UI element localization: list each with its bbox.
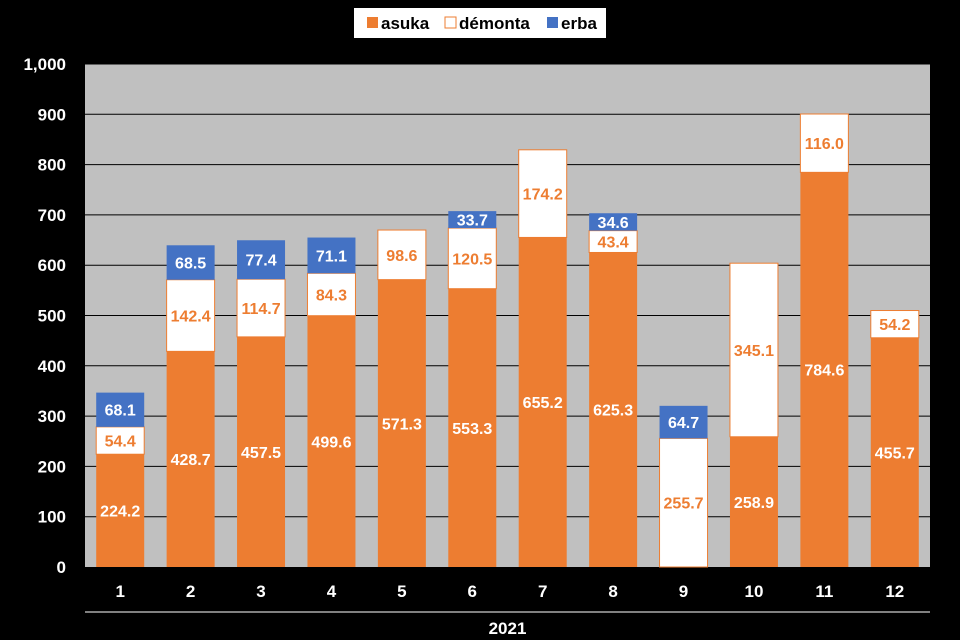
x-tick-label: 8 — [608, 582, 617, 601]
data-label: 120.5 — [452, 251, 492, 268]
bar-segment-démonta — [166, 279, 216, 352]
bar-segment-asuka — [307, 315, 356, 567]
y-tick-label: 400 — [38, 357, 66, 376]
bar-segment-asuka — [448, 288, 497, 567]
x-tick-label: 4 — [327, 582, 337, 601]
data-label: 345.1 — [734, 343, 774, 360]
data-label: 255.7 — [664, 496, 704, 513]
data-label: 625.3 — [593, 403, 633, 420]
data-label: 571.3 — [382, 416, 422, 433]
bar-segment-démonta — [518, 149, 568, 238]
bar-segment-erba — [448, 211, 497, 229]
bar-segment-démonta — [588, 230, 638, 253]
bar-segment-asuka — [377, 279, 426, 567]
x-tick-label: 9 — [679, 582, 688, 601]
x-tick-label: 11 — [815, 582, 833, 601]
y-tick-label: 200 — [38, 457, 66, 476]
y-tick-label: 500 — [38, 307, 66, 326]
data-label: 54.4 — [105, 434, 136, 451]
y-tick-label: 0 — [57, 558, 66, 577]
gridlines — [85, 63, 930, 518]
data-label: 499.6 — [311, 434, 351, 451]
bar-segment-erba — [307, 237, 356, 274]
data-label: 71.1 — [316, 248, 347, 265]
bar-segment-asuka — [237, 336, 286, 567]
bar-segment-démonta — [95, 426, 145, 455]
x-tick-label: 10 — [744, 582, 763, 601]
data-label: 33.7 — [457, 213, 488, 230]
legend-swatch-démonta — [444, 16, 457, 29]
y-tick-label: 600 — [38, 256, 66, 275]
data-label: 54.2 — [879, 317, 910, 334]
bar-segment-erba — [237, 240, 286, 280]
y-axis: 0 100 200 300 400 500 600 700 800 900 1,000 — [23, 55, 66, 577]
y-tick-label: 800 — [38, 156, 66, 175]
data-label: 457.5 — [241, 445, 281, 462]
data-label: 64.7 — [668, 415, 699, 432]
data-label: 68.1 — [105, 403, 136, 420]
data-label: 43.4 — [598, 235, 629, 252]
data-label: 114.7 — [241, 301, 280, 318]
bar-segment-asuka — [166, 351, 215, 567]
data-label: 455.7 — [875, 445, 915, 462]
y-tick-label: 900 — [38, 105, 66, 124]
legend-box — [354, 8, 606, 38]
data-label: 68.5 — [175, 256, 206, 273]
bar-segment-asuka — [800, 172, 849, 568]
bar-segment-asuka — [518, 237, 567, 568]
x-tick-label: 1 — [115, 582, 124, 601]
x-tick-label: 2 — [186, 582, 195, 601]
bar-segment-démonta — [870, 310, 920, 339]
x-tick-label: 12 — [885, 582, 904, 601]
bar-segment-asuka — [96, 454, 145, 567]
y-tick-label: 1,000 — [23, 55, 66, 74]
bar-segment-démonta — [729, 262, 779, 438]
legend-label-erba: erba — [561, 14, 597, 33]
y-tick-label: 300 — [38, 407, 66, 426]
bar-segment-erba — [96, 392, 145, 427]
data-label: 655.2 — [523, 395, 563, 412]
bar-segment-démonta — [236, 278, 286, 338]
data-label: 258.9 — [734, 495, 774, 512]
legend: asuka démonta erba — [354, 8, 606, 38]
x-group-label: 2021 — [489, 619, 527, 638]
x-tick-label: 7 — [538, 582, 547, 601]
x-tick-label: 5 — [397, 582, 406, 601]
bar-segment-démonta — [377, 229, 427, 281]
x-tick-label: 6 — [468, 582, 477, 601]
data-label: 142.4 — [171, 309, 211, 326]
data-label: 224.2 — [100, 504, 140, 521]
legend-label-démonta: démonta — [459, 14, 530, 33]
y-tick-label: 100 — [38, 508, 66, 527]
bar-segment-asuka — [870, 337, 919, 567]
data-label: 116.0 — [805, 136, 844, 153]
bar-segment-démonta — [799, 113, 849, 173]
data-label: 98.6 — [386, 248, 417, 265]
data-label: 34.6 — [598, 215, 629, 232]
bars: 224.2 54.4 68.1 428.7 142.4 68.5 457.5 114.7 77.… — [95, 113, 920, 568]
data-label: 553.3 — [452, 421, 492, 438]
data-label: 784.6 — [804, 363, 844, 380]
data-label: 428.7 — [171, 452, 211, 469]
bar-segment-erba — [659, 405, 708, 439]
data-label: 84.3 — [316, 287, 347, 304]
legend-label-asuka: asuka — [381, 14, 430, 33]
bar-segment-asuka — [729, 436, 778, 567]
legend-swatch-erba — [547, 17, 558, 28]
x-tick-label: 3 — [256, 582, 265, 601]
bar-segment-asuka — [589, 252, 638, 567]
data-label: 174.2 — [523, 187, 563, 204]
legend-swatch-asuka — [367, 17, 378, 28]
y-tick-label: 700 — [38, 206, 66, 225]
bar-segment-erba — [166, 245, 215, 280]
data-label: 77.4 — [245, 253, 276, 270]
bar-segment-erba — [589, 213, 638, 231]
